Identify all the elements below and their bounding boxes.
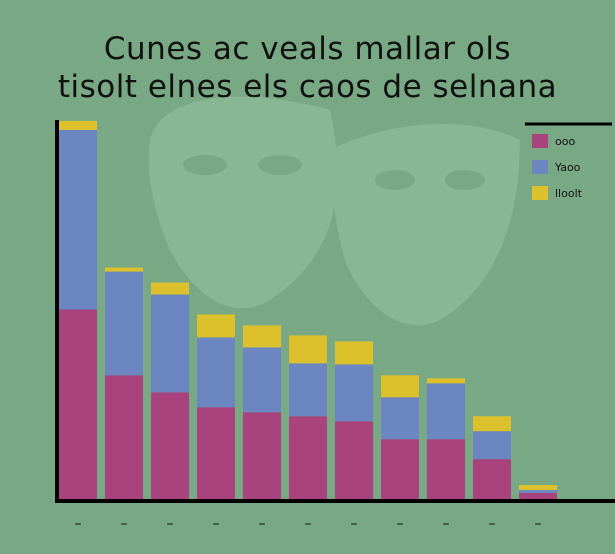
bar-8-series-2 (381, 397, 419, 440)
x-tick-label-11: – (535, 516, 542, 532)
bar-7-series-3 (335, 341, 373, 365)
x-tick-labels: – – – – – – – – – – – (75, 516, 542, 532)
bar-5-series-1 (243, 412, 281, 499)
bar-10-series-3 (473, 416, 511, 432)
bar-1-series-1 (59, 309, 97, 499)
x-tick-label-2: – (121, 516, 128, 532)
legend-swatch-1 (532, 134, 548, 148)
bar-4-series-1 (197, 407, 235, 499)
chart-title: Cunes ac veals mallar ols tisolt elnes e… (0, 30, 615, 106)
bar-2-series-2 (105, 271, 143, 376)
bar-4-series-2 (197, 337, 235, 408)
bar-2-series-1 (105, 375, 143, 499)
legend-swatch-3 (532, 186, 548, 200)
bar-9-series-1 (427, 439, 465, 499)
bar-6-series-2 (289, 363, 327, 417)
theater-masks-watermark (148, 96, 520, 326)
bar-9-series-3 (427, 378, 465, 384)
x-tick-label-5: – (259, 516, 266, 532)
bar-5-series-3 (243, 325, 281, 348)
x-tick-label-10: – (489, 516, 496, 532)
bar-11-series-1 (519, 493, 557, 499)
x-tick-label-1: – (75, 516, 82, 532)
legend: ooo Yaoo lloolt (525, 122, 612, 200)
bar-6-series-1 (289, 416, 327, 499)
bar-7-series-2 (335, 364, 373, 422)
bar-1-series-2 (59, 129, 97, 310)
x-tick-label-7: – (351, 516, 358, 532)
bars-group (59, 120, 557, 499)
bar-9-series-2 (427, 383, 465, 440)
bar-8-series-1 (381, 439, 419, 499)
bar-3-series-2 (151, 294, 189, 393)
x-tick-label-9: – (443, 516, 450, 532)
bar-2-series-3 (105, 267, 143, 272)
bar-10-series-1 (473, 459, 511, 499)
bar-11-series-3 (519, 485, 557, 491)
x-tick-label-4: – (213, 516, 220, 532)
bar-1-series-3 (59, 120, 97, 130)
legend-label-1: ooo (555, 135, 575, 148)
bar-5-series-2 (243, 347, 281, 413)
bar-4-series-3 (197, 314, 235, 338)
x-tick-label-3: – (167, 516, 174, 532)
bar-3-series-1 (151, 392, 189, 499)
bar-8-series-3 (381, 375, 419, 398)
x-tick-label-6: – (305, 516, 312, 532)
bar-7-series-1 (335, 421, 373, 499)
bar-6-series-3 (289, 335, 327, 364)
bar-3-series-3 (151, 282, 189, 295)
x-tick-label-8: – (397, 516, 404, 532)
chart-title-line-2: tisolt elnes els caos de selnana (57, 69, 558, 105)
legend-label-3: lloolt (555, 187, 583, 200)
bar-10-series-2 (473, 431, 511, 460)
chart-title-line-1: Cunes ac veals mallar ols (103, 31, 512, 67)
legend-label-2: Yaoo (554, 161, 581, 174)
bar-11-series-2 (519, 490, 557, 494)
theater-masks-eyes (183, 155, 485, 190)
legend-swatch-2 (532, 160, 548, 174)
